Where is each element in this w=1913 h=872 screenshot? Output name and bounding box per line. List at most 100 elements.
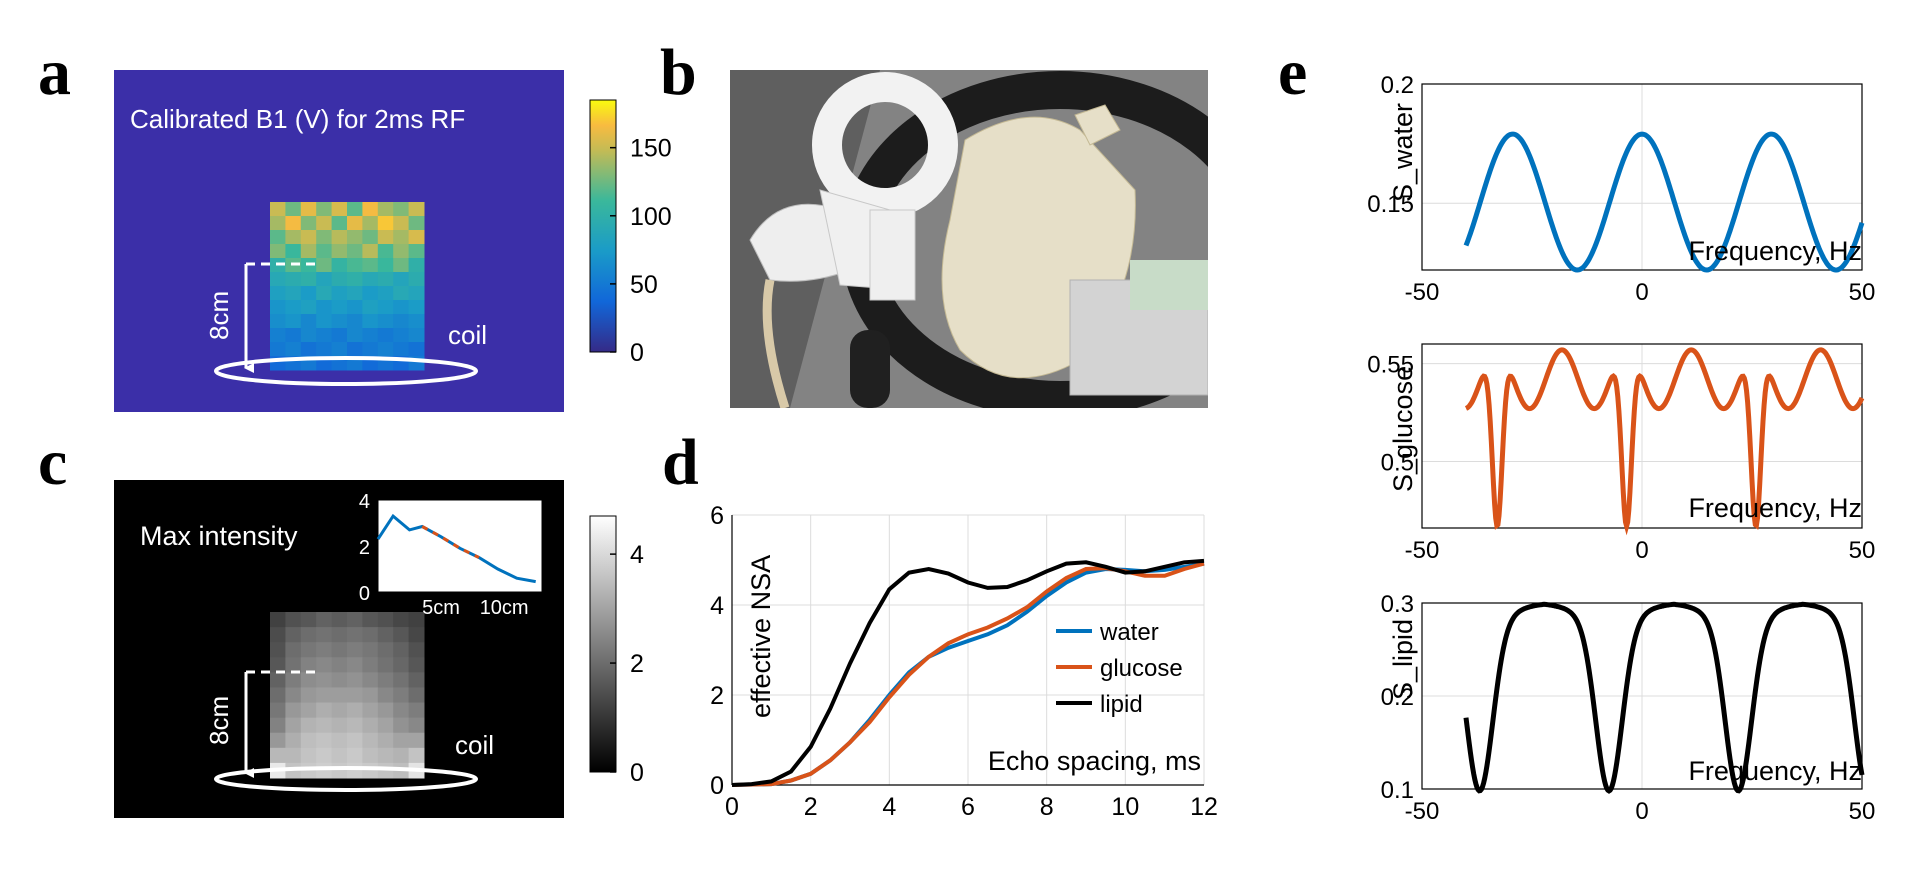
inset-profile-line bbox=[376, 513, 536, 584]
heatmap-cell bbox=[393, 747, 410, 764]
heatmap-cell bbox=[270, 747, 286, 764]
heatmap-cell bbox=[362, 300, 379, 315]
heatmap-cell bbox=[408, 314, 425, 329]
heatmap-cell bbox=[316, 702, 333, 719]
heatmap-cell bbox=[347, 272, 363, 287]
heatmap-cell bbox=[347, 328, 363, 343]
x-tick-label: 0 bbox=[1635, 537, 1648, 564]
heatmap-cell bbox=[393, 300, 410, 315]
heatmap-cell bbox=[285, 612, 302, 628]
panel-a-b1-map: Calibrated B1 (V) for 2ms RF 8cm coil 0 5… bbox=[114, 70, 672, 412]
intensity-map-title: Max intensity bbox=[140, 521, 298, 551]
heatmap-cell bbox=[377, 747, 394, 764]
depth-label-c: 8cm bbox=[204, 696, 234, 745]
y-tick-label: 0.15 bbox=[1367, 191, 1414, 218]
heatmap-cell bbox=[347, 300, 363, 315]
b1-colorbar bbox=[589, 99, 617, 353]
colorbar-tick-label: 0 bbox=[630, 759, 644, 787]
heatmap-cell bbox=[285, 717, 302, 734]
heatmap-cell bbox=[408, 286, 425, 301]
heatmap-cell bbox=[285, 300, 302, 315]
b1-heatmap-cells bbox=[270, 202, 425, 371]
heatmap-cell bbox=[408, 328, 425, 343]
heatmap-cell bbox=[362, 216, 379, 231]
heatmap-cell bbox=[347, 672, 363, 688]
heatmap-cell bbox=[316, 258, 333, 273]
heatmap-cell bbox=[347, 702, 363, 719]
x-tick-label: 10 bbox=[1111, 793, 1139, 821]
heatmap-cell bbox=[393, 230, 410, 245]
heatmap-cell bbox=[377, 642, 394, 658]
panel-label-a: a bbox=[38, 36, 71, 109]
axes-frame bbox=[1421, 83, 1863, 271]
heatmap-cell bbox=[270, 244, 286, 259]
heatmap-cell bbox=[270, 672, 286, 688]
heatmap-cell bbox=[300, 627, 317, 643]
heatmap-cell bbox=[408, 687, 425, 704]
heatmap-cell bbox=[316, 717, 333, 734]
heatmap-cell bbox=[316, 230, 333, 245]
heatmap-cell bbox=[270, 627, 286, 643]
heatmap-cell bbox=[393, 342, 410, 357]
coil-label: coil bbox=[448, 320, 487, 350]
heatmap-cell bbox=[285, 244, 302, 259]
y-tick-label: 2 bbox=[710, 682, 724, 710]
heatmap-cell bbox=[347, 627, 363, 643]
heatmap-cell bbox=[331, 300, 348, 315]
heatmap-cell bbox=[316, 202, 333, 217]
heatmap-cell bbox=[285, 747, 302, 764]
heatmap-cell bbox=[331, 642, 348, 658]
heatmap-cell bbox=[377, 657, 394, 673]
heatmap-cell bbox=[377, 230, 394, 245]
heatmap-cell bbox=[316, 627, 333, 643]
heatmap-cell bbox=[347, 258, 363, 273]
heatmap-cell bbox=[316, 747, 333, 764]
heatmap-cell bbox=[331, 702, 348, 719]
panel-label-d: d bbox=[662, 426, 699, 499]
heatmap-cell bbox=[331, 732, 348, 749]
heatmap-cell bbox=[347, 717, 363, 734]
heatmap-cell bbox=[270, 202, 286, 217]
heatmap-cell bbox=[408, 642, 425, 658]
heatmap-cell bbox=[393, 717, 410, 734]
heatmap-cell bbox=[377, 612, 394, 628]
heatmap-cell bbox=[316, 244, 333, 259]
heatmap-cell bbox=[362, 230, 379, 245]
heatmap-cell bbox=[377, 272, 394, 287]
heatmap-cell bbox=[362, 702, 379, 719]
colorbar-tick-label: 150 bbox=[630, 135, 672, 163]
heatmap-cell bbox=[300, 342, 317, 357]
legend-label-lipid: lipid bbox=[1100, 691, 1143, 718]
y-tick-label: 0.55 bbox=[1367, 352, 1414, 379]
lipid-axes: -50 0 50 0.1 0.2 0.3 bbox=[1381, 591, 1876, 825]
heatmap-cell bbox=[300, 672, 317, 688]
heatmap-cell bbox=[316, 216, 333, 231]
heatmap-cell bbox=[362, 202, 379, 217]
heatmap-cell bbox=[377, 627, 394, 643]
heatmap-cell bbox=[362, 244, 379, 259]
y-tick-label: 0.1 bbox=[1381, 777, 1414, 804]
heatmap-cell bbox=[316, 672, 333, 688]
inset-ytick-label: 4 bbox=[359, 491, 370, 513]
panel-c-max-intensity: Max intensity 8cm coil 0 2 4 5cm 10cm 0 2 4 bbox=[114, 480, 644, 818]
heatmap-cell bbox=[377, 216, 394, 231]
glucose-line bbox=[1464, 347, 1865, 536]
heatmap-cell bbox=[362, 642, 379, 658]
heatmap-cell bbox=[377, 258, 394, 273]
heatmap-cell bbox=[331, 314, 348, 329]
heatmap-cell bbox=[377, 672, 394, 688]
heatmap-cell bbox=[331, 612, 348, 628]
heatmap-cell bbox=[300, 717, 317, 734]
heatmap-cell bbox=[393, 272, 410, 287]
water-ylabel: S_water bbox=[1388, 103, 1418, 202]
heatmap-cell bbox=[347, 244, 363, 259]
y-tick-label: 0.3 bbox=[1381, 591, 1414, 618]
heatmap-cell bbox=[347, 230, 363, 245]
heatmap-cell bbox=[331, 687, 348, 704]
heatmap-cell bbox=[270, 230, 286, 245]
heatmap-cell bbox=[347, 342, 363, 357]
heatmap-cell bbox=[331, 747, 348, 764]
heatmap-cell bbox=[393, 328, 410, 343]
colorbar-tick-label: 2 bbox=[630, 650, 644, 678]
heatmap-cell bbox=[285, 627, 302, 643]
